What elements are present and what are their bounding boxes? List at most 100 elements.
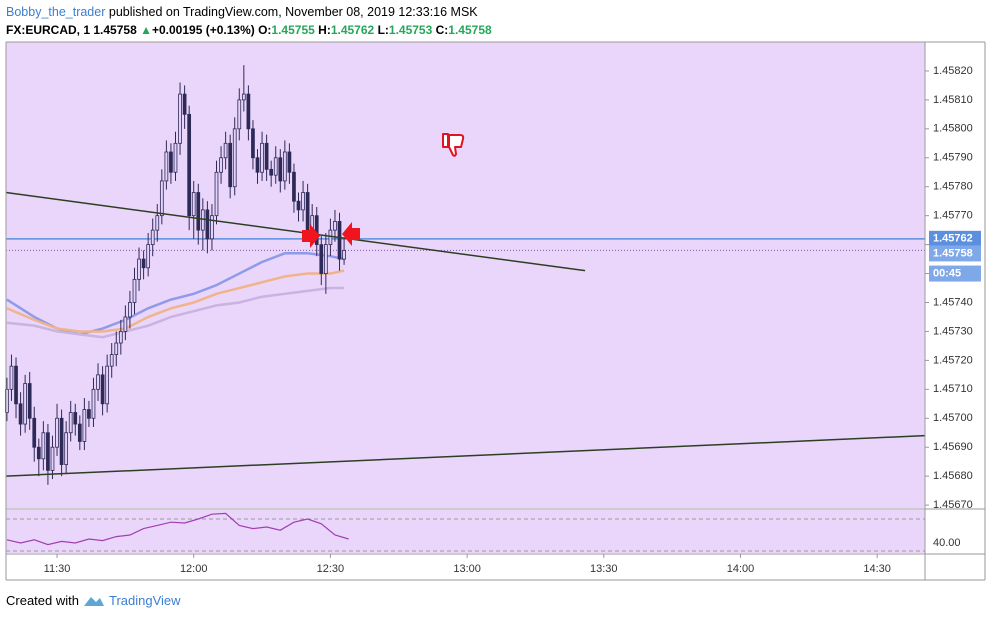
moving-average bbox=[6, 286, 345, 339]
candle-body bbox=[164, 151, 169, 182]
candle-body bbox=[255, 157, 260, 173]
candle-body bbox=[77, 423, 82, 442]
plot-background bbox=[6, 42, 925, 508]
candle-body bbox=[264, 142, 269, 170]
candle-body bbox=[169, 151, 173, 173]
symbol: FX:EURCAD, 1 bbox=[6, 23, 91, 37]
candle-body bbox=[18, 403, 23, 425]
arrow-right bbox=[302, 224, 320, 248]
candle-body bbox=[191, 192, 196, 217]
candle-body bbox=[278, 157, 283, 182]
ohlc-value: 1.45758 bbox=[448, 23, 492, 37]
candle-body bbox=[100, 374, 105, 405]
candle-body bbox=[260, 142, 264, 173]
candle-body bbox=[228, 142, 233, 188]
candle-body bbox=[96, 374, 100, 390]
candle-body bbox=[150, 229, 155, 246]
candle-body bbox=[219, 157, 223, 173]
candle-body bbox=[296, 200, 301, 211]
candle-body bbox=[118, 331, 123, 344]
x-tick-label: 14:30 bbox=[863, 563, 891, 575]
ohlc-label: O: bbox=[258, 23, 272, 37]
arrow-left bbox=[342, 222, 360, 246]
footer-text: Created with bbox=[6, 593, 79, 608]
candle-body bbox=[187, 113, 192, 217]
y-tick-label: 1.45730 bbox=[933, 325, 973, 337]
author[interactable]: Bobby_the_trader bbox=[6, 5, 106, 19]
candle-body bbox=[41, 432, 46, 460]
ohlc-value: 1.45755 bbox=[271, 23, 315, 37]
y-tick-label: 1.45700 bbox=[933, 412, 973, 424]
candle-body bbox=[237, 99, 242, 130]
y-tick-label: 1.45670 bbox=[933, 499, 973, 511]
x-tick-label: 11:30 bbox=[44, 563, 71, 575]
footer-brand[interactable]: TradingView bbox=[108, 593, 181, 608]
y-tick-label: 1.45820 bbox=[933, 65, 973, 77]
y-tick-label: 1.45800 bbox=[933, 123, 973, 135]
candle-body bbox=[9, 365, 14, 390]
x-tick-label: 12:00 bbox=[180, 563, 208, 575]
last-price: 1.45758 bbox=[93, 23, 137, 37]
candle-body bbox=[214, 171, 219, 217]
symbol-line: FX:EURCAD, 1 1.45758 ▲+0.00195 (+0.13%) … bbox=[6, 23, 492, 37]
chart: 1.45670 1.45680 1.45690 1.45700 1.45710 1.457… bbox=[5, 41, 986, 581]
candle-body bbox=[342, 249, 346, 260]
published: published on TradingView.com, November 0… bbox=[108, 5, 478, 19]
candle-body bbox=[105, 365, 110, 405]
candle-body bbox=[36, 446, 41, 460]
candle-body bbox=[301, 192, 305, 211]
candle-body bbox=[282, 151, 287, 182]
candle-body bbox=[319, 244, 324, 274]
candle-body bbox=[269, 168, 274, 176]
arrow: ▲ bbox=[140, 23, 152, 37]
candle-body bbox=[128, 302, 132, 318]
candle-body bbox=[159, 180, 164, 217]
x-tick-label: 14:00 bbox=[727, 563, 755, 575]
candle-body bbox=[241, 93, 246, 101]
y-tick-label: 1.45740 bbox=[933, 296, 973, 308]
candle-body bbox=[292, 171, 296, 202]
moving-average bbox=[6, 269, 345, 333]
trend-line bbox=[5, 191, 586, 272]
candle-body bbox=[141, 258, 146, 269]
candle-body bbox=[91, 388, 96, 419]
candle-body bbox=[27, 383, 32, 419]
ohlc-value: 1.45762 bbox=[330, 23, 375, 37]
candle-body bbox=[23, 383, 27, 425]
candle-body bbox=[114, 342, 119, 355]
candle-body bbox=[46, 432, 50, 471]
rsi-line bbox=[6, 512, 349, 546]
candle-body bbox=[123, 316, 128, 332]
candle-body bbox=[210, 215, 214, 240]
candle-body bbox=[196, 192, 201, 231]
candle-body bbox=[333, 221, 337, 231]
candle-body bbox=[137, 258, 141, 280]
y-tick-label: 1.45810 bbox=[933, 94, 973, 106]
candle-body bbox=[64, 432, 69, 465]
price-label-box bbox=[929, 230, 981, 247]
y-tick-label: 1.45720 bbox=[933, 354, 973, 366]
candle-body bbox=[32, 417, 37, 448]
x-tick-label: 13:00 bbox=[453, 563, 481, 575]
y-tick-label: 1.45690 bbox=[933, 441, 973, 453]
candle-body bbox=[337, 221, 342, 260]
rsi-background bbox=[6, 510, 925, 553]
price-label: 1.45758 bbox=[933, 247, 973, 259]
candle-body bbox=[109, 354, 114, 367]
candle-body bbox=[305, 192, 310, 231]
candle-body bbox=[173, 142, 178, 173]
candle-body bbox=[73, 412, 78, 425]
ohlc-value: 1.45753 bbox=[388, 23, 433, 37]
trend-line bbox=[5, 434, 926, 477]
candle-body bbox=[200, 209, 205, 231]
x-tick-label: 12:30 bbox=[317, 563, 345, 575]
ohlc-label: C: bbox=[435, 23, 449, 37]
candle-body bbox=[328, 229, 333, 246]
y-tick-label: 1.45680 bbox=[933, 470, 973, 482]
candle-body bbox=[87, 409, 91, 419]
ohlc-label: L: bbox=[377, 23, 389, 37]
candle-body bbox=[232, 128, 237, 188]
candle-body bbox=[55, 417, 59, 448]
candle-body bbox=[287, 151, 292, 173]
candle-body bbox=[155, 215, 160, 231]
